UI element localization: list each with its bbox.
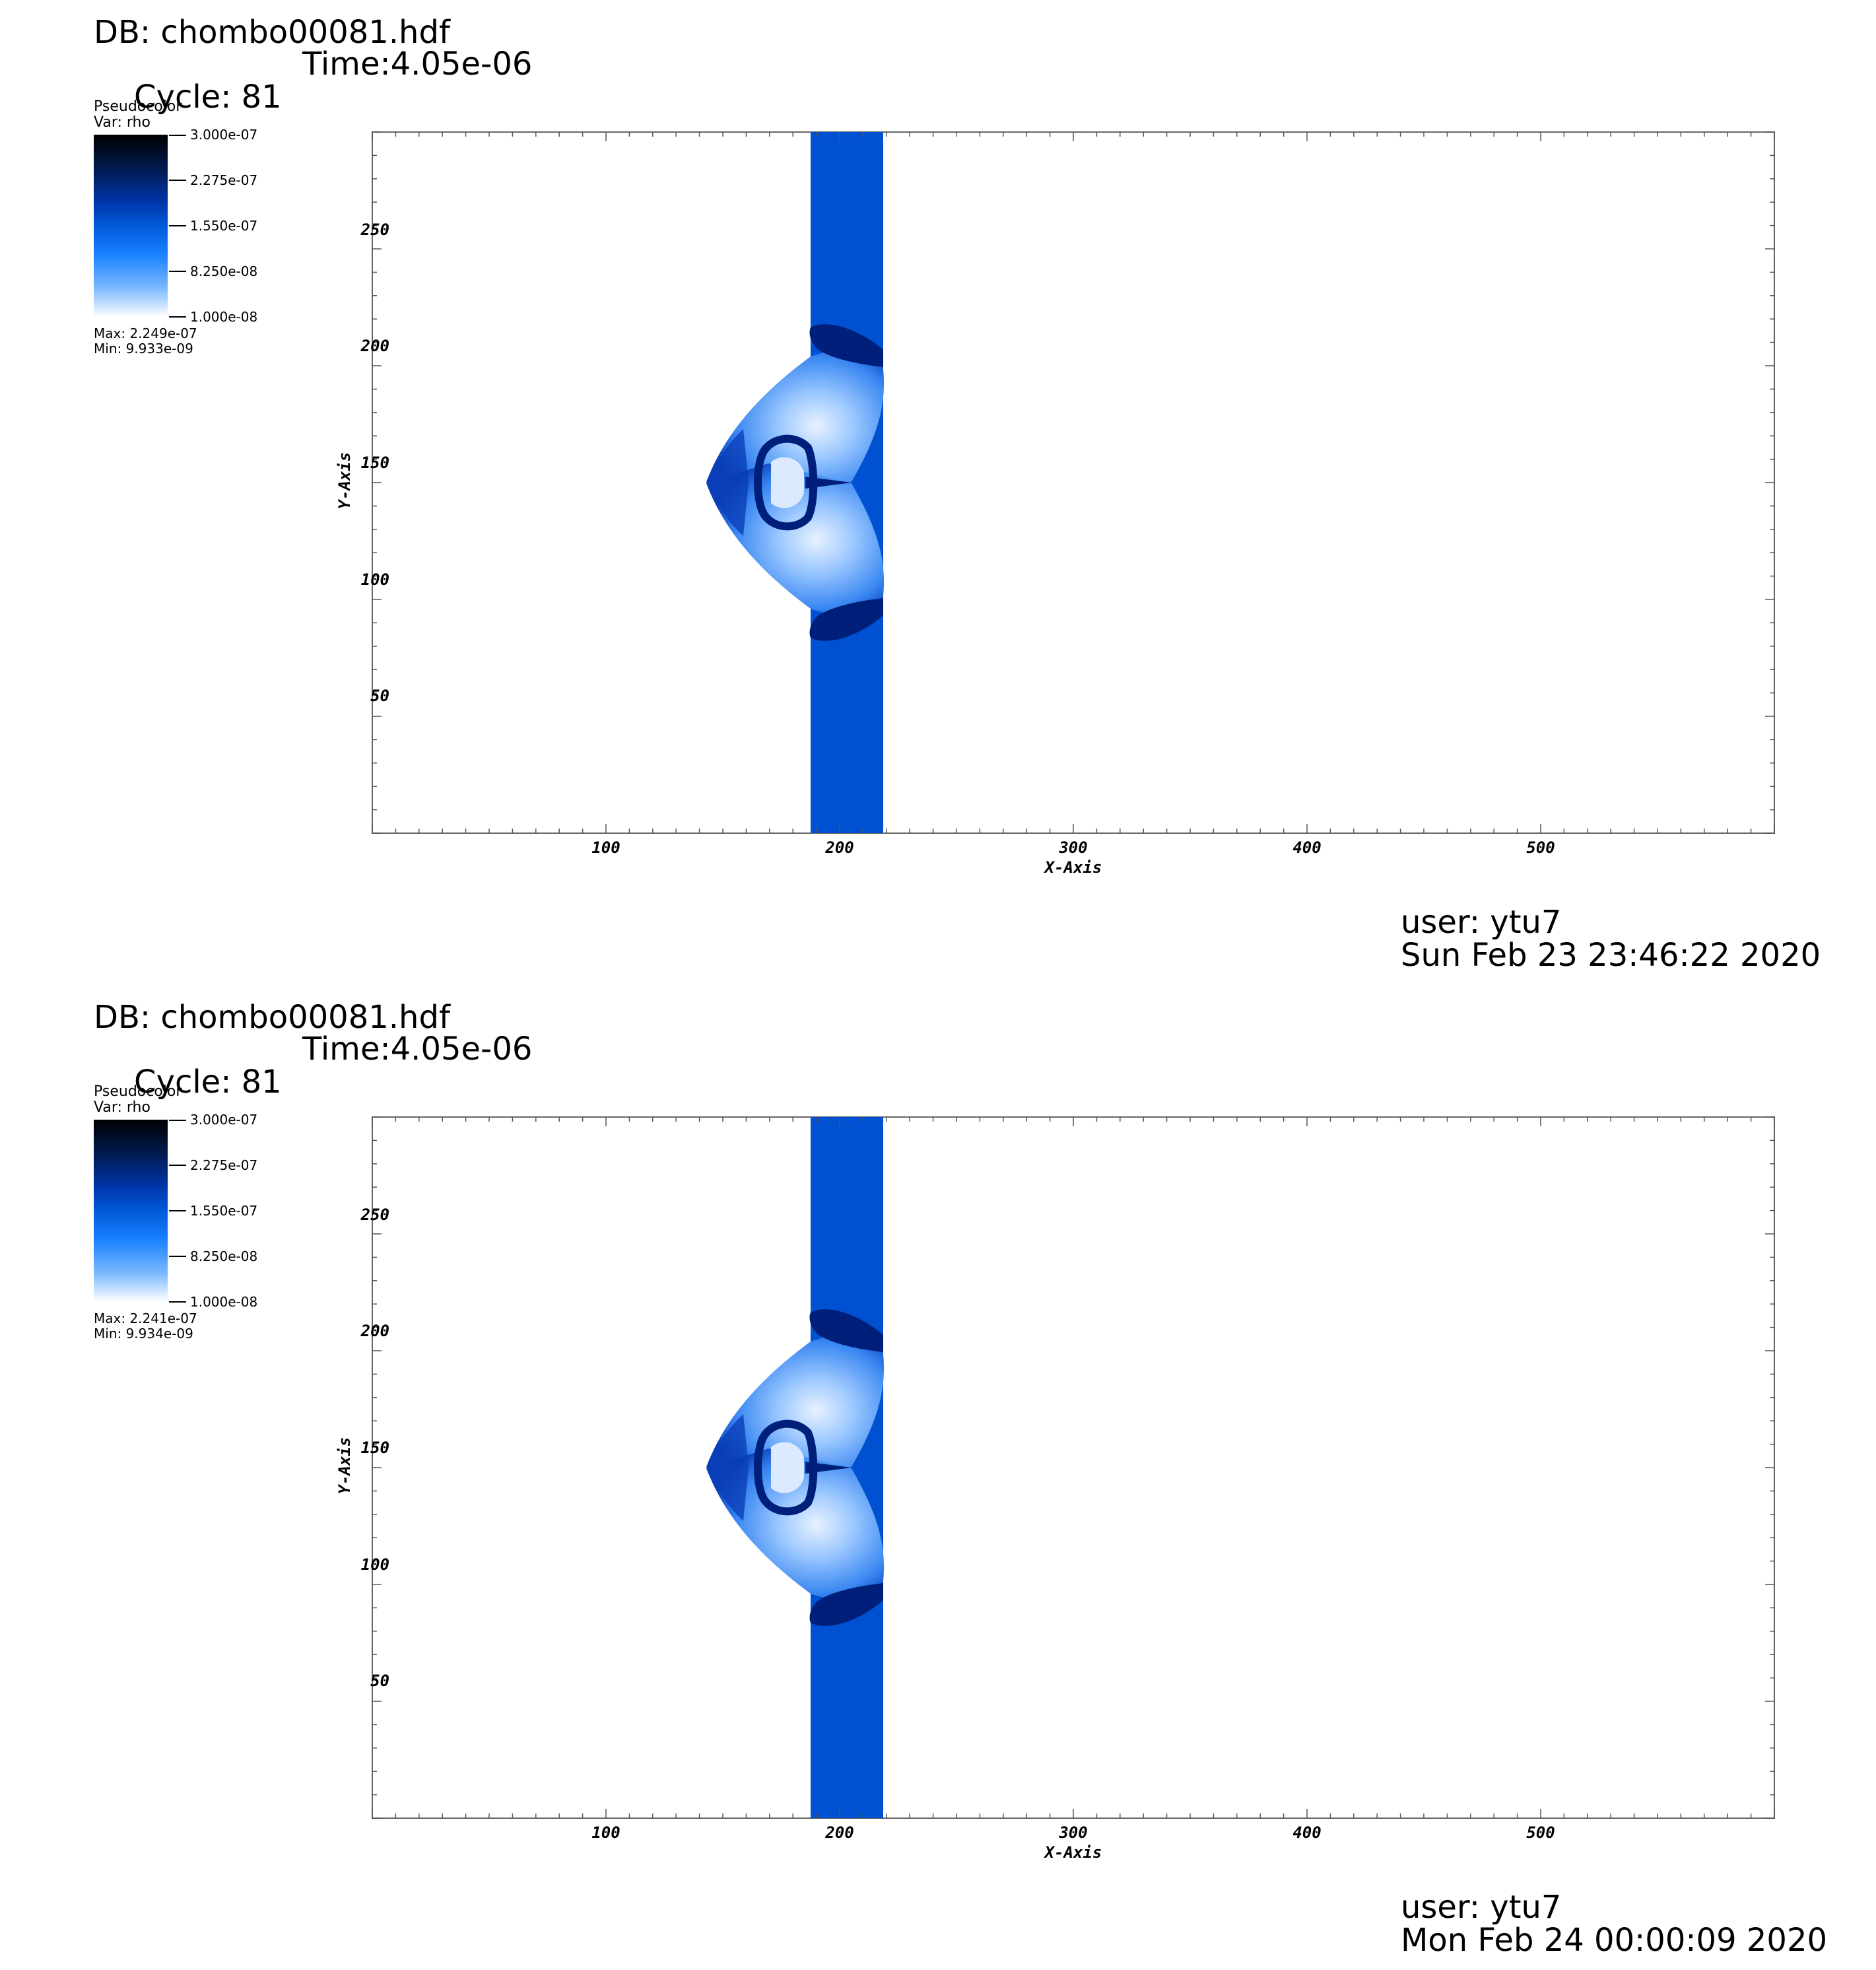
plot-svg: [372, 131, 1775, 834]
user-label: user: ytu7: [1401, 904, 1562, 941]
y-tick-label: 250: [360, 221, 389, 239]
colorbar-tick: [169, 1210, 186, 1211]
time-label: Time:4.05e-06: [302, 46, 533, 83]
inner-vortex: [754, 1419, 818, 1516]
render-date: Mon Feb 24 00:00:09 2020: [1401, 1922, 1828, 1959]
colorbar-tick: [169, 1165, 186, 1166]
lower-lobe: [706, 1448, 885, 1601]
leading-edge: [706, 429, 749, 536]
y-tick-label: 200: [360, 1322, 389, 1340]
cycle-time-line: Cycle: 81 Time:4.05e-06: [94, 1033, 532, 1165]
time-label: Time:4.05e-06: [302, 1031, 533, 1068]
colorbar-tick: [169, 1256, 186, 1257]
x-axis-title: X-Axis: [1044, 1843, 1102, 1862]
colorbar-tick-label: 8.250e-08: [190, 1248, 258, 1264]
db-title: DB: chombo00081.hdf: [94, 999, 450, 1036]
colorbar-tick: [169, 135, 186, 136]
axes: [372, 1116, 1775, 1819]
x-tick-label: 200: [825, 1823, 854, 1842]
cycle-time-line: Cycle: 81 Time:4.05e-06: [94, 48, 532, 180]
legend-plot-type: Pseudocolor: [94, 1083, 182, 1100]
legend-min: Min: 9.933e-09: [94, 341, 193, 357]
colorbar-tick-label: 1.000e-08: [190, 309, 258, 325]
colorbar-tick-label: 1.550e-07: [190, 1203, 258, 1219]
vortex-core: [771, 457, 804, 508]
upper-cap: [809, 1309, 883, 1352]
lower-cap: [809, 598, 883, 641]
cycle-label: Cycle: 81: [134, 1064, 282, 1101]
y-tick-label: 50: [370, 687, 389, 705]
plot-area: 250 200 150 100 50 Y-Axis 100 200 300 40…: [335, 131, 1775, 877]
colorbar-tick-label: 1.000e-08: [190, 1294, 258, 1310]
legend-max: Max: 2.249e-07: [94, 325, 197, 341]
colorbar-tick: [169, 1120, 186, 1121]
x-tick-label: 400: [1292, 1823, 1322, 1842]
visit-render-panel-2: DB: chombo00081.hdf Cycle: 81 Time:4.05e…: [0, 985, 1876, 1969]
colorbar-tick: [169, 180, 186, 181]
y-tick-label: 250: [360, 1206, 389, 1224]
central-jet: [805, 477, 852, 489]
cycle-label: Cycle: 81: [134, 79, 282, 116]
color-bar: [94, 1120, 168, 1302]
y-axis-title: Y-Axis: [335, 1437, 354, 1495]
legend-max: Max: 2.241e-07: [94, 1310, 197, 1326]
colorbar-tick-label: 8.250e-08: [190, 263, 258, 279]
y-tick-label: 100: [360, 1555, 389, 1574]
colorbar-tick-label: 2.275e-07: [190, 172, 258, 188]
legend-title: Pseudocolor Var: rho: [94, 99, 182, 131]
x-tick-label: 100: [591, 1823, 620, 1842]
x-axis-title: X-Axis: [1044, 858, 1102, 877]
upper-cap: [809, 324, 883, 367]
upper-lobe: [706, 1334, 885, 1487]
colorbar-tick-label: 3.000e-07: [190, 1112, 258, 1128]
colorbar-tick: [169, 1301, 186, 1303]
y-tick-label: 50: [370, 1672, 389, 1690]
legend-variable: Var: rho: [94, 114, 151, 131]
plot-frame: [372, 1116, 1775, 1819]
legend-plot-type: Pseudocolor: [94, 98, 182, 115]
y-tick-label: 150: [360, 1439, 389, 1457]
plot-svg: [372, 1116, 1775, 1819]
colorbar-tick: [169, 271, 186, 272]
x-tick-label: 500: [1526, 1823, 1555, 1842]
lower-cap: [809, 1583, 883, 1626]
y-tick-label: 200: [360, 337, 389, 355]
colorbar-tick-label: 2.275e-07: [190, 1157, 258, 1173]
colorbar-tick-label: 3.000e-07: [190, 127, 258, 143]
x-tick-label: 400: [1292, 838, 1322, 857]
central-jet: [805, 1462, 852, 1474]
legend-variable: Var: rho: [94, 1099, 151, 1116]
plot-area: 250 200 150 100 50 Y-Axis 100 200 300 40…: [335, 1116, 1775, 1862]
plot-frame: [372, 131, 1775, 834]
x-tick-label: 100: [591, 838, 620, 857]
y-tick-label: 100: [360, 570, 389, 589]
x-tick-label: 500: [1526, 838, 1555, 857]
colorbar-tick-label: 1.550e-07: [190, 218, 258, 234]
x-tick-label: 300: [1059, 1823, 1088, 1842]
colorbar-tick: [169, 225, 186, 226]
y-tick-label: 150: [360, 454, 389, 472]
vortex-core: [771, 1442, 804, 1493]
x-tick-label: 200: [825, 838, 854, 857]
y-axis-title: Y-Axis: [335, 452, 354, 510]
lower-lobe: [706, 463, 885, 616]
leading-edge: [706, 1414, 749, 1521]
user-label: user: ytu7: [1401, 1889, 1562, 1926]
color-bar: [94, 135, 168, 317]
legend-title: Pseudocolor Var: rho: [94, 1084, 182, 1116]
render-date: Sun Feb 23 23:46:22 2020: [1401, 937, 1821, 974]
x-tick-label: 300: [1059, 838, 1088, 857]
upper-lobe: [706, 349, 885, 502]
db-title: DB: chombo00081.hdf: [94, 14, 450, 51]
axes: [372, 131, 1775, 834]
inner-vortex: [754, 434, 818, 531]
legend-min: Min: 9.934e-09: [94, 1326, 193, 1342]
colorbar-tick: [169, 316, 186, 318]
visit-render-panel-1: DB: chombo00081.hdf Cycle: 81 Time:4.05e…: [0, 0, 1876, 984]
